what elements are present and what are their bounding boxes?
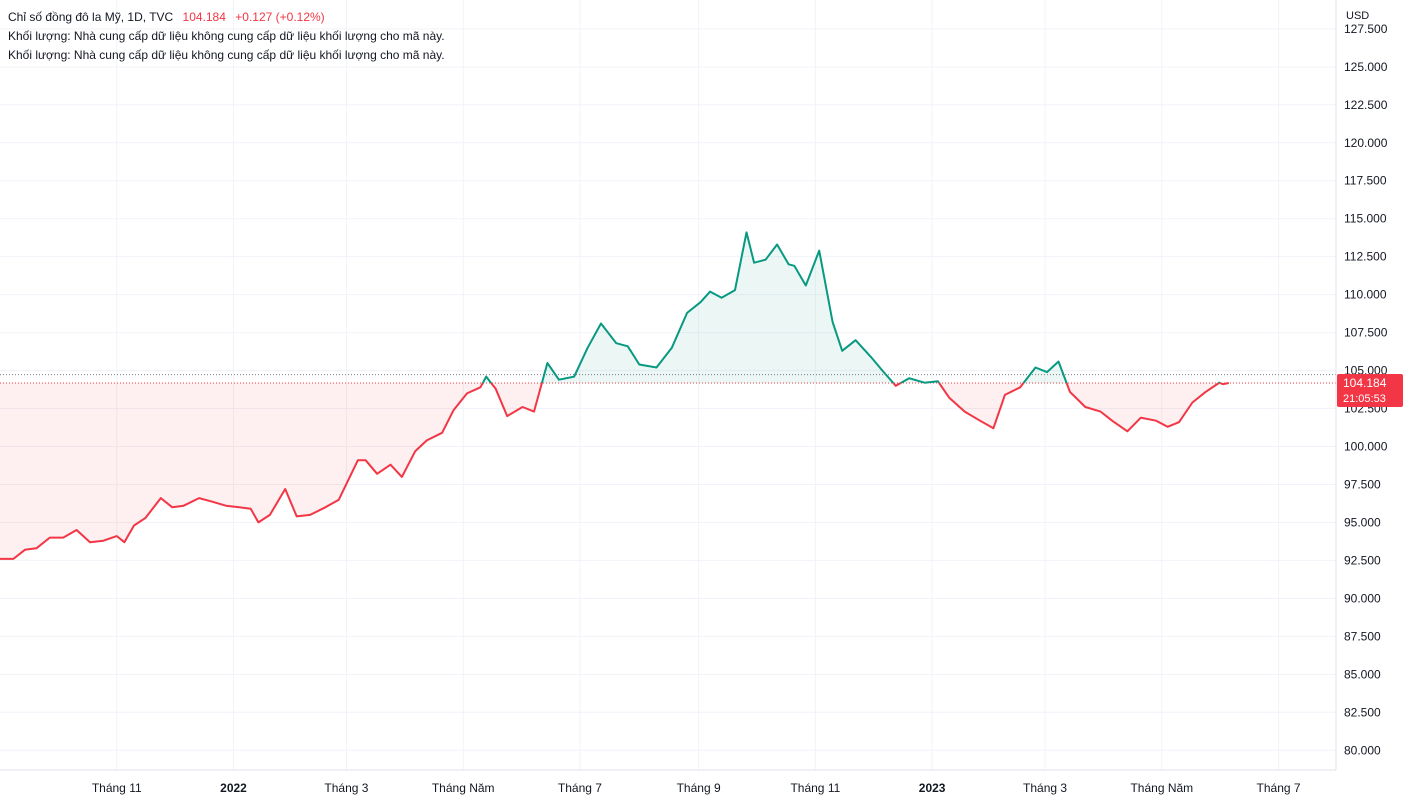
symbol-title[interactable]: Chỉ số đồng đô la Mỹ, 1D, TVC — [8, 10, 173, 24]
y-tick-label: 80.000 — [1344, 743, 1381, 757]
volume-notice: Khối lượng: Nhà cung cấp dữ liệu không c… — [8, 46, 445, 65]
x-tick-label: Tháng 11 — [92, 781, 142, 795]
y-tick-label: 125.000 — [1344, 60, 1388, 74]
y-tick-label: 95.000 — [1344, 515, 1381, 529]
y-tick-label: 82.500 — [1344, 705, 1381, 719]
y-tick-label: 115.000 — [1344, 212, 1387, 226]
y-tick-label: 97.500 — [1344, 477, 1381, 491]
price-badge-countdown: 21:05:53 — [1343, 393, 1386, 405]
x-tick-label: Tháng 9 — [677, 781, 721, 795]
series-line-down — [1220, 383, 1229, 384]
x-tick-label: 2023 — [919, 781, 946, 795]
y-tick-label: 127.500 — [1344, 22, 1388, 36]
y-tick-label: 110.000 — [1344, 288, 1387, 302]
y-tick-label: 87.500 — [1344, 629, 1381, 643]
y-tick-label: 120.000 — [1344, 136, 1388, 150]
last-price: 104.184 — [183, 10, 226, 24]
x-tick-label: Tháng 3 — [324, 781, 368, 795]
x-tick-label: Tháng Năm — [1130, 781, 1193, 795]
x-tick-label: Tháng Năm — [432, 781, 495, 795]
chart-legend: Chỉ số đồng đô la Mỹ, 1D, TVC 104.184 +0… — [8, 8, 445, 65]
y-tick-label: 112.500 — [1344, 250, 1387, 264]
price-badge: 104.184 21:05:53 — [1337, 374, 1403, 407]
x-tick-label: Tháng 3 — [1023, 781, 1067, 795]
currency-label: USD — [1346, 10, 1369, 22]
price-badge-value: 104.184 — [1343, 376, 1387, 390]
symbol-row: Chỉ số đồng đô la Mỹ, 1D, TVC 104.184 +0… — [8, 8, 445, 27]
x-tick-label: Tháng 7 — [558, 781, 602, 795]
x-tick-label: Tháng 7 — [1257, 781, 1301, 795]
volume-notice: Khối lượng: Nhà cung cấp dữ liệu không c… — [8, 27, 445, 46]
y-tick-label: 117.500 — [1344, 174, 1387, 188]
y-tick-label: 90.000 — [1344, 591, 1381, 605]
price-change: +0.127 (+0.12%) — [235, 10, 324, 24]
y-tick-label: 107.500 — [1344, 326, 1388, 340]
x-tick-label: Tháng 11 — [790, 781, 840, 795]
y-tick-label: 100.000 — [1344, 440, 1388, 454]
y-tick-label: 85.000 — [1344, 667, 1381, 681]
y-tick-label: 92.500 — [1344, 553, 1381, 567]
y-tick-label: 122.500 — [1344, 98, 1388, 112]
x-tick-label: 2022 — [220, 781, 247, 795]
